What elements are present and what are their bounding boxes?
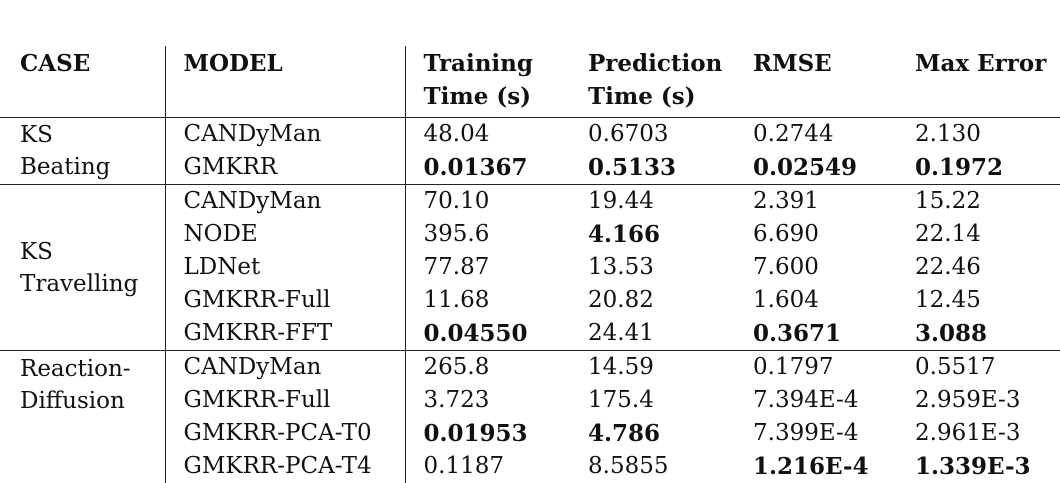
training-cell: 0.01953 [405, 417, 570, 450]
prediction-cell: 8.5855 [570, 450, 735, 483]
header-max-error: Max Error [897, 46, 1060, 118]
training-cell: 0.1187 [405, 450, 570, 483]
max-error-cell: 0.5517 [897, 351, 1060, 385]
max-error-cell: 0.1972 [897, 151, 1060, 185]
rmse-cell: 7.394E-4 [735, 384, 897, 417]
prediction-cell: 24.41 [570, 317, 735, 351]
rmse-cell: 0.1797 [735, 351, 897, 385]
header-rmse: RMSE [735, 46, 897, 118]
model-cell: LDNet [165, 251, 405, 284]
training-cell: 0.04550 [405, 317, 570, 351]
model-cell: CANDyMan [165, 118, 405, 152]
max-error-cell: 22.14 [897, 218, 1060, 251]
max-error-cell: 3.088 [897, 317, 1060, 351]
model-cell: NODE [165, 218, 405, 251]
training-cell: 395.6 [405, 218, 570, 251]
model-cell: GMKRR [165, 151, 405, 185]
rmse-cell: 0.02549 [735, 151, 897, 185]
training-cell: 48.04 [405, 118, 570, 152]
model-cell: GMKRR-PCA-T0 [165, 417, 405, 450]
rmse-cell: 0.3671 [735, 317, 897, 351]
model-cell: GMKRR-FFT [165, 317, 405, 351]
max-error-cell: 2.961E-3 [897, 417, 1060, 450]
prediction-cell: 0.6703 [570, 118, 735, 152]
prediction-cell: 14.59 [570, 351, 735, 385]
rmse-cell: 7.600 [735, 251, 897, 284]
max-error-cell: 1.339E-3 [897, 450, 1060, 483]
max-error-cell: 12.45 [897, 284, 1060, 317]
prediction-cell: 4.786 [570, 417, 735, 450]
max-error-cell: 2.959E-3 [897, 384, 1060, 417]
max-error-cell: 22.46 [897, 251, 1060, 284]
prediction-cell: 4.166 [570, 218, 735, 251]
model-cell: CANDyMan [165, 351, 405, 385]
model-cell: GMKRR-PCA-T4 [165, 450, 405, 483]
header-model: MODEL [165, 46, 405, 118]
training-cell: 3.723 [405, 384, 570, 417]
model-cell: GMKRR-Full [165, 384, 405, 417]
table-row: Reaction-Diffusion CANDyMan 265.8 14.59 … [0, 351, 1060, 385]
rmse-cell: 6.690 [735, 218, 897, 251]
rmse-cell: 1.216E-4 [735, 450, 897, 483]
prediction-cell: 13.53 [570, 251, 735, 284]
training-cell: 77.87 [405, 251, 570, 284]
training-cell: 0.01367 [405, 151, 570, 185]
rmse-cell: 7.399E-4 [735, 417, 897, 450]
training-cell: 265.8 [405, 351, 570, 385]
rmse-cell: 1.604 [735, 284, 897, 317]
max-error-cell: 2.130 [897, 118, 1060, 152]
training-cell: 70.10 [405, 185, 570, 219]
prediction-cell: 0.5133 [570, 151, 735, 185]
header-case: CASE [0, 46, 165, 118]
max-error-cell: 15.22 [897, 185, 1060, 219]
rmse-cell: 0.2744 [735, 118, 897, 152]
rmse-cell: 2.391 [735, 185, 897, 219]
case-cell: Reaction-Diffusion [0, 351, 165, 483]
prediction-cell: 175.4 [570, 384, 735, 417]
prediction-cell: 20.82 [570, 284, 735, 317]
prediction-cell: 19.44 [570, 185, 735, 219]
model-cell: CANDyMan [165, 185, 405, 219]
training-cell: 11.68 [405, 284, 570, 317]
model-cell: GMKRR-Full [165, 284, 405, 317]
